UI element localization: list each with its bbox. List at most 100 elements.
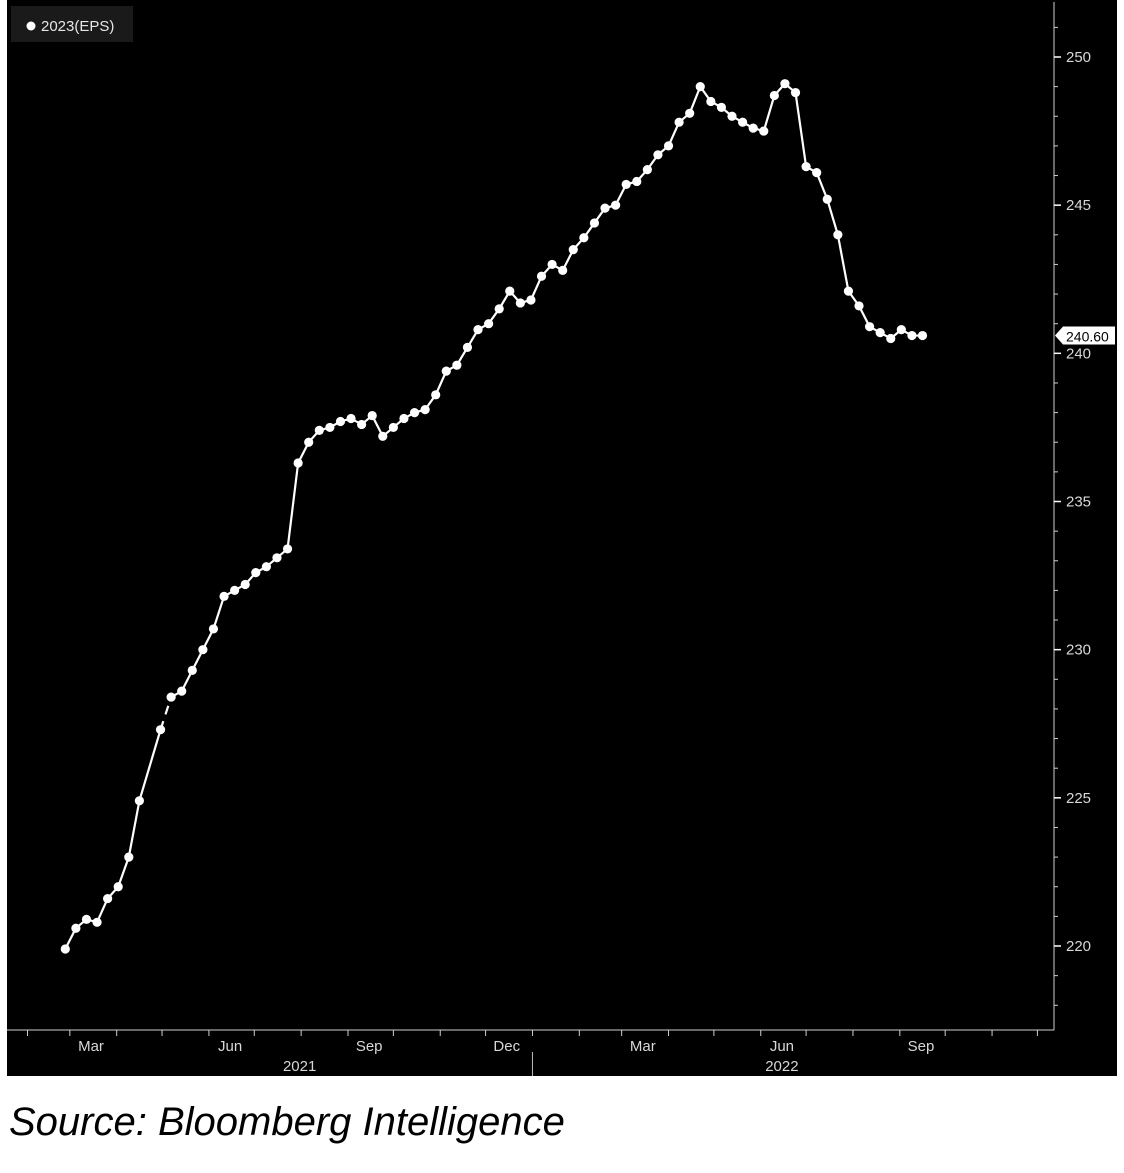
- x-tick-label: Jun: [218, 1038, 242, 1055]
- data-points: [60, 79, 928, 954]
- data-point: [642, 165, 652, 175]
- data-point: [124, 852, 134, 862]
- data-point: [663, 141, 674, 151]
- data-point: [261, 562, 271, 572]
- x-tick-label: Sep: [356, 1038, 383, 1055]
- data-point: [198, 645, 208, 655]
- source-note: Source: Bloomberg Intelligence: [9, 1100, 565, 1144]
- x-tick-label: Mar: [78, 1038, 104, 1055]
- data-point: [494, 304, 504, 314]
- data-point: [293, 458, 303, 468]
- data-point: [653, 150, 663, 160]
- series-segment: [138, 728, 162, 802]
- data-point: [314, 425, 324, 435]
- x-tick-label: Jun: [770, 1038, 794, 1055]
- y-tick-label: 240: [1066, 345, 1091, 362]
- data-point: [208, 624, 219, 634]
- data-point: [706, 96, 716, 107]
- x-tick-label: Sep: [908, 1038, 935, 1055]
- data-point: [843, 286, 854, 296]
- data-point: [441, 366, 451, 376]
- data-point: [790, 87, 801, 98]
- data-point: [103, 893, 113, 904]
- data-point: [748, 123, 758, 133]
- series-segment: [212, 595, 226, 631]
- x-tick-labels: Mar Jun Sep Dec Mar Jun Sep 2021 2022: [78, 1038, 934, 1075]
- chart-area: 220 225 230 235 240 245 250 Mar Jun Sep Dec Mar Jun…: [7, 0, 1117, 1076]
- data-point: [325, 422, 335, 433]
- y-tick-label: 220: [1066, 938, 1091, 955]
- data-point: [230, 585, 240, 596]
- data-point: [685, 108, 695, 118]
- y-tick-labels: 220 225 230 235 240 245 250: [1066, 49, 1091, 955]
- data-point: [589, 218, 600, 228]
- data-point: [769, 90, 779, 101]
- data-point: [92, 917, 102, 927]
- y-tick-label: 250: [1066, 49, 1091, 66]
- data-point: [378, 431, 388, 441]
- series-segment: [762, 94, 776, 133]
- data-point: [833, 230, 843, 240]
- last-value-label: 240.60: [1066, 329, 1109, 345]
- data-point: [600, 203, 610, 213]
- x-tick-label: Mar: [630, 1038, 656, 1055]
- data-point: [357, 419, 367, 430]
- data-point: [801, 162, 811, 172]
- data-point: [409, 408, 420, 418]
- data-point: [864, 322, 875, 332]
- data-point: [896, 325, 906, 335]
- data-point: [917, 330, 928, 341]
- data-point: [632, 176, 642, 187]
- data-point: [515, 298, 525, 308]
- series-line: [64, 82, 924, 951]
- last-value-box: [1055, 326, 1115, 345]
- legend-label: 2023(EPS): [41, 18, 114, 35]
- last-value-marker: 240.60: [1055, 326, 1115, 345]
- data-point: [674, 117, 684, 127]
- x-year-label: 2022: [765, 1058, 798, 1075]
- data-point: [568, 245, 578, 255]
- data-point: [304, 437, 314, 447]
- data-point: [621, 179, 631, 190]
- data-point: [579, 233, 589, 243]
- data-point: [346, 413, 356, 424]
- x-year-label: 2021: [283, 1058, 316, 1075]
- series-segment: [159, 696, 173, 731]
- data-point: [155, 725, 166, 735]
- data-point: [812, 167, 822, 178]
- data-point: [505, 286, 515, 296]
- data-point: [166, 692, 176, 702]
- data-point: [452, 360, 462, 370]
- data-point: [854, 301, 864, 311]
- data-point: [187, 665, 197, 676]
- data-point: [81, 914, 92, 924]
- data-point: [907, 330, 917, 341]
- data-point: [282, 544, 293, 554]
- data-point: [240, 579, 250, 590]
- data-point: [134, 796, 144, 806]
- data-point: [60, 944, 70, 954]
- data-point: [526, 295, 536, 305]
- data-point: [335, 416, 346, 427]
- legend-marker: [26, 21, 36, 31]
- data-point: [473, 325, 483, 335]
- series-segment: [794, 91, 808, 168]
- y-tick-label: 235: [1066, 494, 1091, 511]
- line-chart: 220 225 230 235 240 245 250 Mar Jun Sep Dec Mar Jun…: [7, 2, 1115, 1076]
- data-point: [420, 405, 430, 415]
- data-point: [547, 259, 557, 270]
- data-point: [388, 422, 398, 433]
- data-point: [716, 102, 727, 112]
- data-point: [695, 82, 705, 92]
- axes: [7, 2, 1061, 1076]
- data-point: [399, 413, 409, 424]
- data-point: [759, 126, 769, 136]
- data-point: [251, 568, 261, 578]
- y-tick-label: 245: [1066, 197, 1091, 214]
- data-point: [780, 79, 790, 89]
- data-point: [611, 200, 621, 210]
- x-tick-label: Dec: [493, 1038, 520, 1055]
- data-point: [558, 265, 568, 275]
- data-point: [727, 111, 737, 121]
- data-point: [71, 923, 81, 933]
